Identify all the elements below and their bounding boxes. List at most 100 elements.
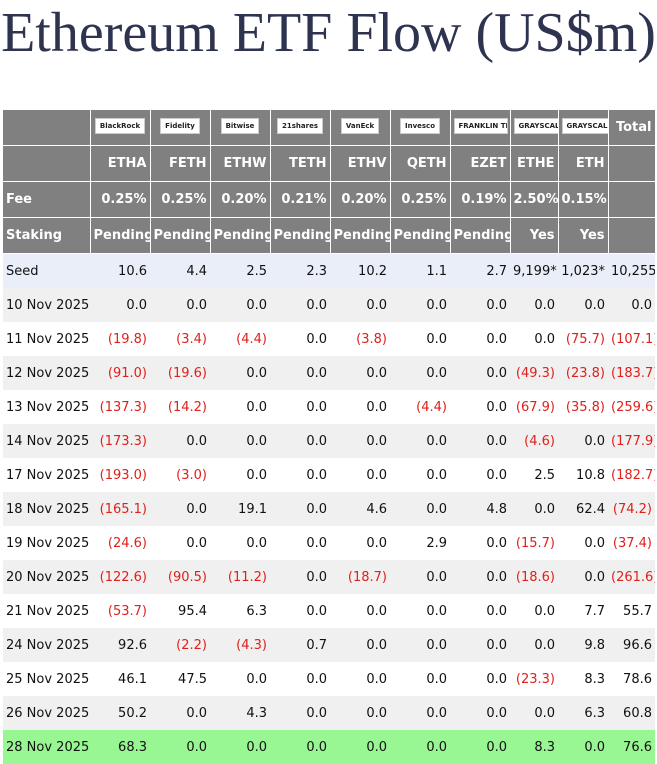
flow-cell: 0.0	[150, 492, 210, 526]
row-label: 12 Nov 2025	[3, 356, 90, 390]
staking-value: Pending	[90, 217, 151, 254]
total-cell: (37.4)	[612, 535, 652, 551]
row-label: 10 Nov 2025	[3, 288, 90, 322]
flow-cell: 0.0	[426, 603, 447, 619]
data-row: Seed 10.6 4.4 2.5 2.3 10.2 1.1 2.7 9,199* 1,023* 1…	[3, 253, 655, 288]
data-row: 10 Nov 2025 0.0 0.0 0.0 0.0 0.0 0.0 0.0 0.0 0.0 0.…	[3, 288, 655, 322]
flow-cell: 0.0	[330, 288, 390, 322]
row-label: 20 Nov 2025	[3, 560, 90, 594]
flow-cell: 0.0	[390, 356, 450, 390]
total-header: Total	[608, 110, 656, 146]
header-cell	[608, 145, 656, 182]
flow-cell: 62.4	[558, 492, 608, 526]
flow-cell: (165.1)	[90, 492, 150, 526]
flow-cell: 0.0	[306, 535, 327, 551]
flow-cell: 0.0	[246, 535, 267, 551]
flow-cell: (173.3)	[90, 424, 150, 458]
flow-cell: 0.0	[270, 424, 330, 458]
flow-cell: 50.2	[90, 696, 150, 730]
flow-cell: 0.0	[150, 288, 210, 322]
flow-cell: 0.0	[270, 288, 330, 322]
flow-cell: 0.0	[390, 628, 450, 662]
issuer-logo: VanEck	[340, 117, 380, 134]
flow-cell: (3.8)	[356, 331, 387, 347]
issuer-logo: BlackRock	[94, 117, 146, 134]
flow-cell: 0.0	[210, 730, 270, 764]
fee-value: 0.25%	[390, 181, 451, 218]
flow-cell: 1,023*	[558, 253, 608, 288]
flow-cell: 4.3	[210, 696, 270, 730]
flow-cell: 4.4	[150, 253, 210, 288]
flow-cell: 0.0	[390, 696, 450, 730]
flow-cell: 0.0	[246, 399, 267, 415]
issuer-logo: Bitwise	[220, 117, 260, 134]
issuer-logo: GRAYSCALE	[561, 117, 607, 134]
ticker: ETHV	[330, 145, 391, 182]
flow-cell: 0.0	[486, 671, 507, 687]
staking-value: Pending	[270, 217, 331, 254]
flow-cell: 0.0	[270, 492, 330, 526]
flow-cell: 0.0	[330, 730, 390, 764]
flow-cell: 0.0	[270, 696, 330, 730]
staking-label: Staking	[3, 217, 91, 254]
flow-cell: 0.0	[450, 288, 510, 322]
fee-row: Fee 0.25% 0.25% 0.20% 0.21% 0.20% 0.25% 0.19% 2.…	[3, 181, 656, 218]
staking-value: Yes	[558, 217, 609, 254]
flow-cell: 10.2	[330, 253, 390, 288]
flow-cell: 0.0	[306, 671, 327, 687]
flow-cell: 6.3	[246, 603, 267, 619]
flow-cell: 0.0	[366, 671, 387, 687]
flow-cell: 19.1	[210, 492, 270, 526]
flow-cell: (4.3)	[210, 628, 270, 662]
staking-value: Pending	[210, 217, 271, 254]
flow-cell: 4.6	[330, 492, 390, 526]
ticker: ETH	[558, 145, 609, 182]
flow-cell: 7.7	[584, 603, 605, 619]
header-cell	[3, 110, 91, 146]
fee-label: Fee	[3, 181, 91, 218]
flow-cell: (4.4)	[416, 399, 447, 415]
flow-cell: 0.0	[390, 560, 450, 594]
flow-cell: 0.0	[306, 467, 327, 483]
flow-cell: 0.0	[510, 288, 558, 322]
row-label: 17 Nov 2025	[6, 467, 90, 483]
flow-cell: (14.2)	[167, 399, 207, 415]
flow-cell: 92.6	[90, 628, 150, 662]
data-row: 13 Nov 2025 (137.3) (14.2) 0.0 0.0 0.0 (4.4) 0.…	[3, 390, 655, 424]
flow-cell: 0.0	[150, 696, 210, 730]
header-cell	[608, 181, 656, 218]
flow-table: BlackRock Fidelity Bitwise 21shares VanEck In…	[3, 110, 656, 764]
issuer-logo: 21shares	[277, 117, 323, 134]
logo-cell: Bitwise	[210, 110, 271, 146]
flow-cell: (137.3)	[99, 399, 147, 415]
total-cell: (259.6)	[611, 399, 655, 415]
ticker: ETHE	[510, 145, 559, 182]
flow-cell: 0.0	[558, 730, 608, 764]
ticker: FETH	[150, 145, 211, 182]
flow-cell: 8.3	[510, 730, 558, 764]
data-row: 25 Nov 2025 46.1 47.5 0.0 0.0 0.0 0.0 0.0 (23.3)…	[3, 662, 655, 696]
flow-cell: 0.0	[306, 331, 327, 347]
flow-cell: (193.0)	[99, 467, 147, 483]
flow-cell: 0.0	[210, 288, 270, 322]
total-cell: (261.6)	[608, 560, 655, 594]
flow-cell: 0.0	[210, 424, 270, 458]
flow-cell: 0.0	[450, 730, 510, 764]
total-cell: 76.6	[608, 730, 655, 764]
staking-value: Pending	[390, 217, 451, 254]
flow-cell: 0.0	[486, 399, 507, 415]
row-label: Seed	[3, 253, 90, 288]
flow-cell: 2.7	[450, 253, 510, 288]
flow-cell: 2.9	[426, 535, 447, 551]
flow-cell: (2.2)	[150, 628, 210, 662]
flow-cell: 0.0	[486, 467, 507, 483]
flow-cell: (49.3)	[510, 356, 558, 390]
flow-cell: (24.6)	[107, 535, 147, 551]
flow-cell: 0.0	[330, 628, 390, 662]
row-label: 25 Nov 2025	[6, 671, 90, 687]
fee-value: 0.21%	[270, 181, 331, 218]
flow-cell: 0.0	[510, 628, 558, 662]
flow-cell: 0.0	[426, 671, 447, 687]
flow-cell: 0.0	[90, 288, 150, 322]
